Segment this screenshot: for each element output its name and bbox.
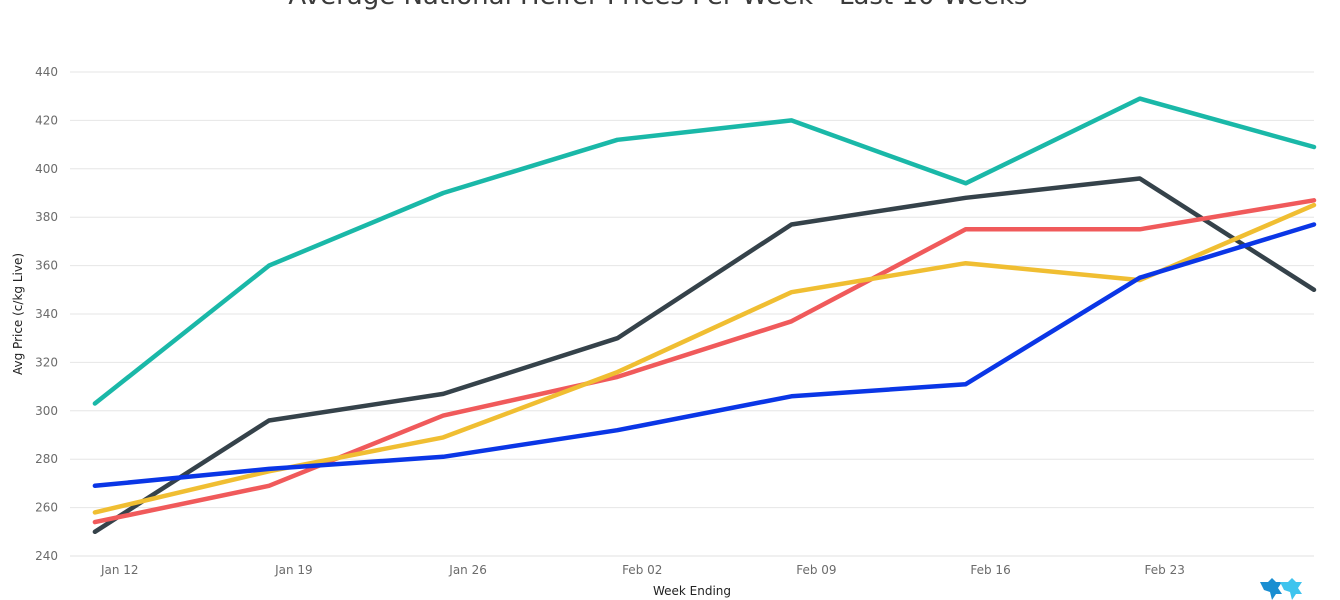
y-axis-ticks: 240 260 280 300 320 340 360 380 400 420 440 bbox=[35, 65, 58, 563]
y-tick-label: 360 bbox=[35, 259, 58, 273]
x-tick-label: Jan 12 bbox=[100, 563, 139, 577]
y-tick-label: 300 bbox=[35, 404, 58, 418]
y-tick-label: 280 bbox=[35, 452, 58, 466]
logo-left-mark bbox=[1260, 578, 1282, 600]
series-lines bbox=[92, 96, 1317, 535]
x-tick-label: Feb 09 bbox=[796, 563, 836, 577]
y-tick-label: 320 bbox=[35, 355, 58, 369]
y-tick-label: 340 bbox=[35, 307, 58, 321]
x-tick-label: Feb 02 bbox=[622, 563, 662, 577]
gridlines bbox=[70, 71, 1314, 557]
series-line-2 bbox=[92, 176, 1317, 535]
y-tick-label: 380 bbox=[35, 210, 58, 224]
x-tick-label: Feb 23 bbox=[1145, 563, 1185, 577]
y-tick-label: 440 bbox=[35, 65, 58, 79]
x-tick-label: Jan 19 bbox=[274, 563, 313, 577]
y-axis-title: Avg Price (c/kg Live) bbox=[11, 253, 25, 375]
series-line-3 bbox=[92, 198, 1317, 525]
y-tick-label: 420 bbox=[35, 113, 58, 127]
cattle-brand-logo-icon bbox=[1260, 578, 1302, 600]
series-line-5 bbox=[92, 222, 1317, 489]
x-axis-ticks: Jan 12 Jan 19 Jan 26 Feb 02 Feb 09 Feb 16 Feb … bbox=[100, 563, 1185, 577]
y-tick-label: 260 bbox=[35, 501, 58, 515]
x-tick-label: Feb 16 bbox=[970, 563, 1010, 577]
series-line-1 bbox=[92, 96, 1317, 406]
x-axis-title: Week Ending bbox=[653, 584, 731, 598]
logo-right-mark bbox=[1280, 578, 1302, 600]
chart-title: Average National Heifer Prices Per Week … bbox=[288, 0, 1027, 11]
y-tick-label: 240 bbox=[35, 549, 58, 563]
y-tick-label: 400 bbox=[35, 162, 58, 176]
x-tick-label: Jan 26 bbox=[448, 563, 487, 577]
